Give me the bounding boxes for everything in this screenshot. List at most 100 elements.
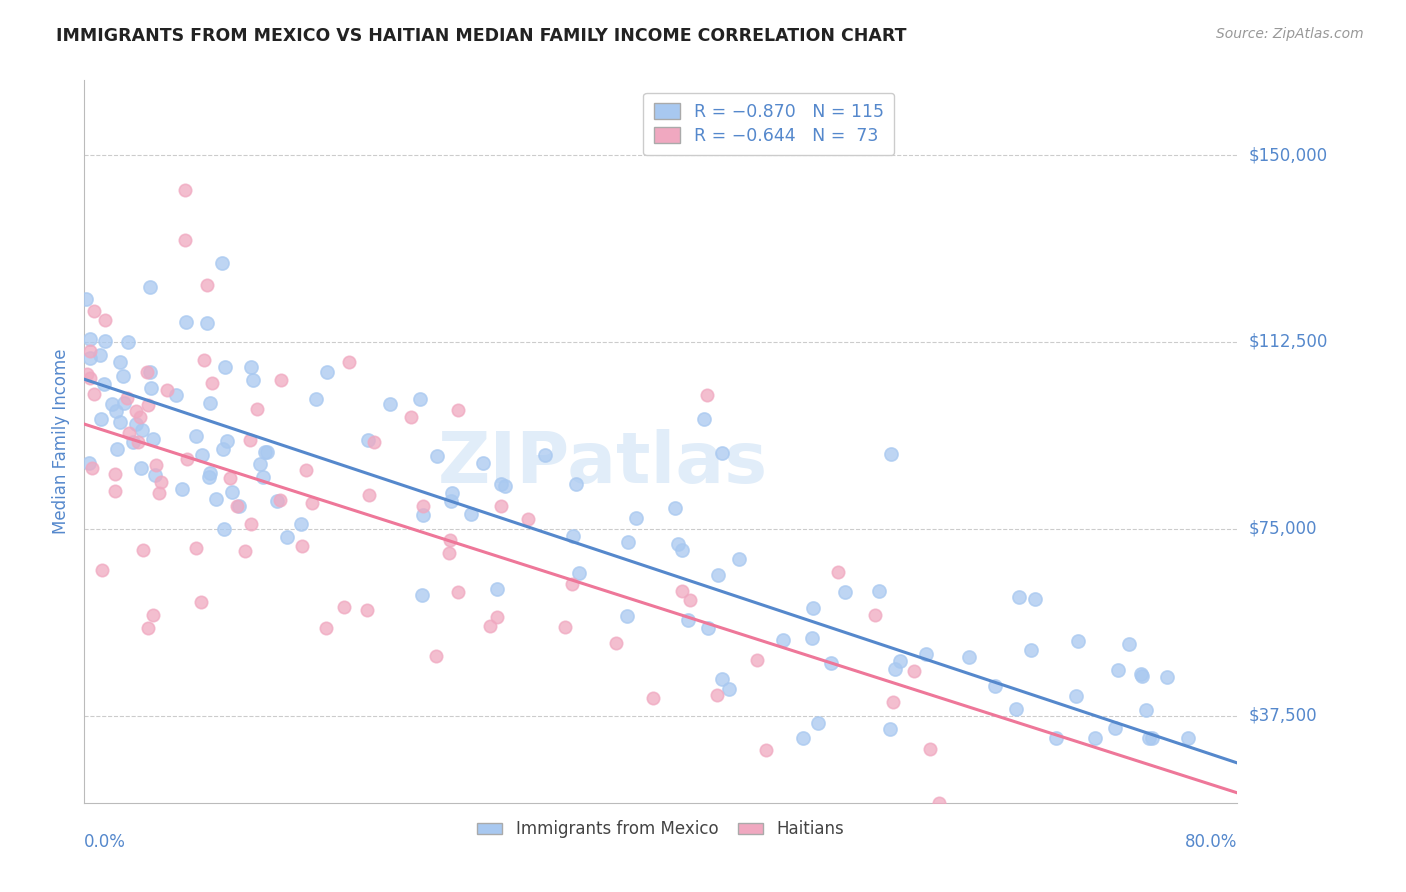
Point <box>696 388 718 402</box>
Point <box>315 621 337 635</box>
Point <box>884 662 907 676</box>
Point <box>79 344 101 359</box>
Point <box>118 426 141 441</box>
Point <box>745 653 768 667</box>
Point <box>440 486 463 500</box>
Point <box>1130 669 1153 683</box>
Point <box>863 608 886 623</box>
Point <box>1140 731 1163 745</box>
Point <box>136 621 159 635</box>
Point <box>256 445 278 459</box>
Point <box>117 334 139 349</box>
Point <box>534 449 557 463</box>
Point <box>219 471 242 485</box>
Text: IMMIGRANTS FROM MEXICO VS HAITIAN MEDIAN FAMILY INCOME CORRELATION CHART: IMMIGRANTS FROM MEXICO VS HAITIAN MEDIAN… <box>56 27 907 45</box>
Point <box>195 277 218 292</box>
Point <box>411 588 433 602</box>
Point <box>479 619 502 633</box>
Point <box>141 382 163 396</box>
Point <box>412 508 434 522</box>
Text: $75,000: $75,000 <box>1249 520 1317 538</box>
Point <box>122 435 145 450</box>
Point <box>239 433 262 447</box>
Point <box>76 367 98 381</box>
Point <box>139 365 162 379</box>
Point <box>984 679 1007 693</box>
Point <box>103 484 125 499</box>
Point <box>233 544 256 558</box>
Point <box>201 376 224 391</box>
Point <box>486 610 509 624</box>
Point <box>101 397 124 411</box>
Point <box>211 442 233 456</box>
Point <box>129 461 152 475</box>
Point <box>131 423 153 437</box>
Point <box>426 449 449 463</box>
Point <box>1084 731 1107 745</box>
Point <box>889 654 911 668</box>
Point <box>561 529 583 543</box>
Point <box>104 467 127 481</box>
Point <box>249 457 271 471</box>
Point <box>83 303 105 318</box>
Point <box>240 359 263 374</box>
Point <box>1130 667 1153 681</box>
Point <box>882 695 904 709</box>
Point <box>174 314 197 328</box>
Point <box>517 511 540 525</box>
Point <box>928 796 950 810</box>
Point <box>316 365 339 379</box>
Point <box>1005 702 1028 716</box>
Point <box>193 353 215 368</box>
Point <box>110 415 132 429</box>
Legend: Immigrants from Mexico, Haitians: Immigrants from Mexico, Haitians <box>471 814 851 845</box>
Point <box>305 392 328 407</box>
Point <box>1024 592 1046 607</box>
Point <box>94 334 117 348</box>
Point <box>1135 703 1157 717</box>
Point <box>801 600 824 615</box>
Point <box>79 370 101 384</box>
Point <box>879 722 901 736</box>
Point <box>266 493 288 508</box>
Point <box>125 417 148 432</box>
Point <box>75 292 97 306</box>
Point <box>337 355 360 369</box>
Point <box>214 359 236 374</box>
Point <box>914 647 936 661</box>
Point <box>276 530 298 544</box>
Point <box>142 432 165 446</box>
Point <box>399 410 422 425</box>
Point <box>494 479 516 493</box>
Point <box>447 402 470 417</box>
Point <box>820 656 842 670</box>
Point <box>112 368 135 383</box>
Point <box>89 348 111 362</box>
Point <box>174 183 197 197</box>
Point <box>1137 731 1160 745</box>
Point <box>409 392 432 406</box>
Point <box>1177 731 1199 745</box>
Point <box>357 434 380 448</box>
Point <box>717 682 740 697</box>
Point <box>755 743 778 757</box>
Point <box>221 484 243 499</box>
Point <box>489 500 512 514</box>
Point <box>112 396 135 410</box>
Point <box>425 648 447 663</box>
Point <box>605 636 627 650</box>
Point <box>93 376 115 391</box>
Point <box>136 365 159 379</box>
Point <box>957 650 980 665</box>
Point <box>807 716 830 731</box>
Point <box>212 522 235 536</box>
Point <box>920 742 942 756</box>
Point <box>880 447 903 461</box>
Point <box>1118 637 1140 651</box>
Point <box>707 567 730 582</box>
Point <box>1019 643 1042 657</box>
Point <box>195 316 218 330</box>
Point <box>1045 731 1067 745</box>
Point <box>447 584 470 599</box>
Point <box>176 452 198 467</box>
